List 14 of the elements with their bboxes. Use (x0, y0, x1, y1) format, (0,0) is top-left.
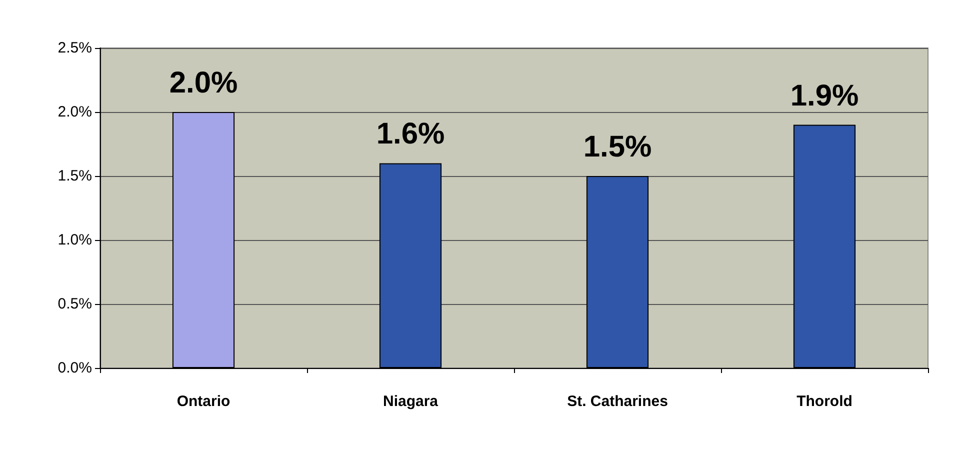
y-tick-label: 0.5% (58, 296, 92, 312)
y-tick-label: 1.5% (58, 168, 92, 184)
x-tick-label: Thorold (796, 393, 852, 410)
x-tick-label: Ontario (176, 393, 230, 410)
data-label: 1.6% (376, 118, 445, 151)
y-tick-label: 2.5% (58, 40, 92, 56)
x-tick-label: St. Catharines (567, 393, 668, 410)
y-tick-label: 2.0% (58, 104, 92, 120)
data-label: 2.0% (169, 66, 238, 100)
data-label: 1.5% (583, 130, 652, 164)
data-label: 1.9% (790, 79, 859, 112)
y-tick-label: 0.0% (58, 360, 92, 376)
x-tick-label: Niagara (382, 393, 439, 410)
y-tick-label: 1.0% (58, 232, 92, 248)
